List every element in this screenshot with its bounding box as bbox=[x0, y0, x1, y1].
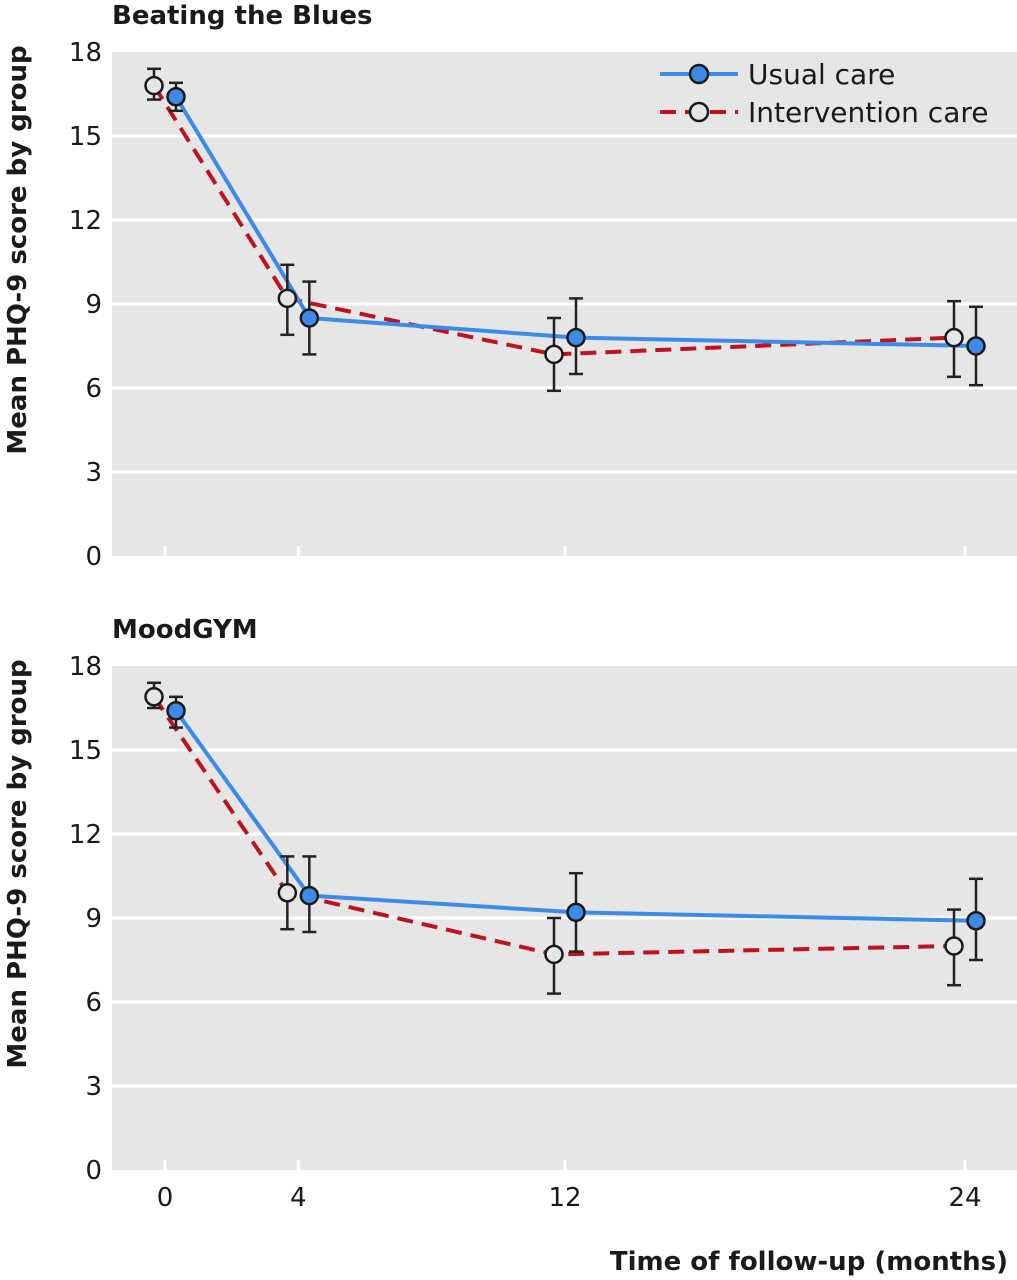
data-point-usual-care bbox=[966, 336, 986, 356]
series-line-usual-care bbox=[174, 709, 977, 923]
x-tick-label: 4 bbox=[290, 1183, 307, 1213]
series-panel-2 bbox=[144, 681, 986, 995]
y-ticks-panel-1: 0 3 6 9 12 15 18 bbox=[69, 38, 102, 572]
data-point-usual-care bbox=[566, 327, 586, 348]
data-point-intervention-care bbox=[544, 344, 564, 365]
data-point-intervention-care bbox=[944, 327, 964, 348]
y-tick-label: 0 bbox=[85, 1156, 102, 1186]
gridlines-panel-1 bbox=[112, 134, 1017, 474]
y-tick-label: 15 bbox=[69, 736, 102, 766]
data-point-usual-care bbox=[966, 911, 986, 931]
legend: Usual care Intervention care bbox=[660, 58, 988, 129]
data-point-usual-care bbox=[566, 902, 586, 923]
y-tick-label: 12 bbox=[69, 820, 102, 850]
y-tick-label: 15 bbox=[69, 122, 102, 152]
legend-label-intervention-care: Intervention care bbox=[748, 96, 988, 129]
legend-label-usual-care: Usual care bbox=[748, 58, 895, 91]
y-tick-label: 3 bbox=[85, 458, 102, 488]
legend-marker-intervention-care bbox=[688, 101, 710, 123]
y-tick-label: 0 bbox=[85, 542, 102, 572]
y-tick-label: 6 bbox=[85, 374, 102, 404]
legend-marker-usual-care bbox=[688, 63, 710, 85]
data-point-intervention-care bbox=[144, 687, 164, 707]
y-tick-label: 9 bbox=[85, 904, 102, 934]
series-panel-1 bbox=[144, 67, 986, 393]
data-point-usual-care bbox=[299, 885, 320, 906]
y-ticks-panel-2: 0 3 6 9 12 15 18 bbox=[69, 652, 102, 1186]
data-point-usual-care bbox=[166, 87, 186, 107]
data-point-usual-care bbox=[299, 308, 320, 328]
panel-moodgym: MoodGYM Mean PHQ-9 score by group 0 3 6 9 12… bbox=[3, 615, 1017, 1277]
y-tick-label: 12 bbox=[69, 206, 102, 236]
x-axis-title: Time of follow-up (months) bbox=[610, 1247, 1008, 1277]
panel-title-moodgym: MoodGYM bbox=[112, 615, 258, 645]
y-tick-label: 3 bbox=[85, 1072, 102, 1102]
data-point-intervention-care bbox=[277, 883, 298, 903]
y-tick-label: 18 bbox=[69, 652, 102, 682]
x-ticks-panel-2: 0 4 12 24 bbox=[157, 1160, 982, 1213]
data-point-usual-care bbox=[166, 701, 186, 721]
y-tick-label: 9 bbox=[85, 290, 102, 320]
y-tick-label: 6 bbox=[85, 988, 102, 1018]
series-line-intervention-care bbox=[152, 695, 955, 957]
x-ticks-panel-1 bbox=[163, 546, 967, 556]
y-tick-label: 18 bbox=[69, 38, 102, 68]
data-point-intervention-care bbox=[277, 288, 298, 309]
x-tick-label: 0 bbox=[157, 1183, 174, 1213]
y-axis-title-panel-2: Mean PHQ-9 score by group bbox=[3, 659, 33, 1068]
data-point-intervention-care bbox=[544, 944, 564, 965]
panel-beating-the-blues: Beating the Blues Mean PHQ-9 score by gr… bbox=[3, 1, 1017, 572]
x-tick-label: 12 bbox=[548, 1183, 581, 1213]
y-axis-title-panel-1: Mean PHQ-9 score by group bbox=[3, 45, 33, 454]
panel-title-beating-the-blues: Beating the Blues bbox=[112, 1, 372, 31]
data-point-intervention-care bbox=[944, 936, 964, 956]
data-point-intervention-care bbox=[144, 75, 164, 96]
series-line-usual-care bbox=[174, 95, 977, 348]
x-tick-label: 24 bbox=[948, 1183, 981, 1213]
